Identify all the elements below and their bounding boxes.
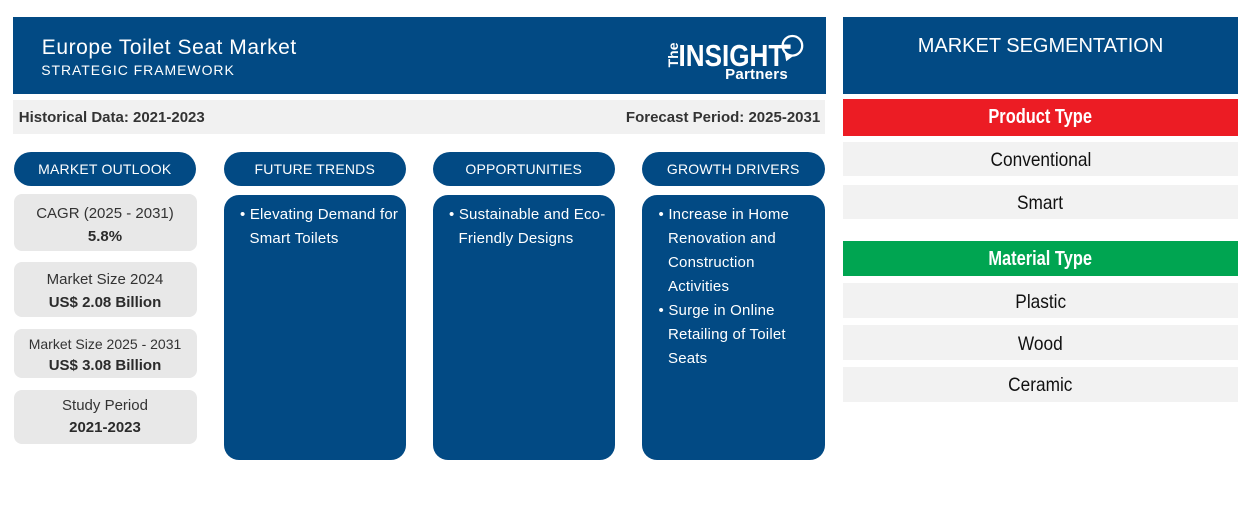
svg-text:INSIGHT: INSIGHT [679,39,785,74]
svg-text:Partners: Partners [725,66,788,83]
svg-text:The: The [665,42,681,67]
